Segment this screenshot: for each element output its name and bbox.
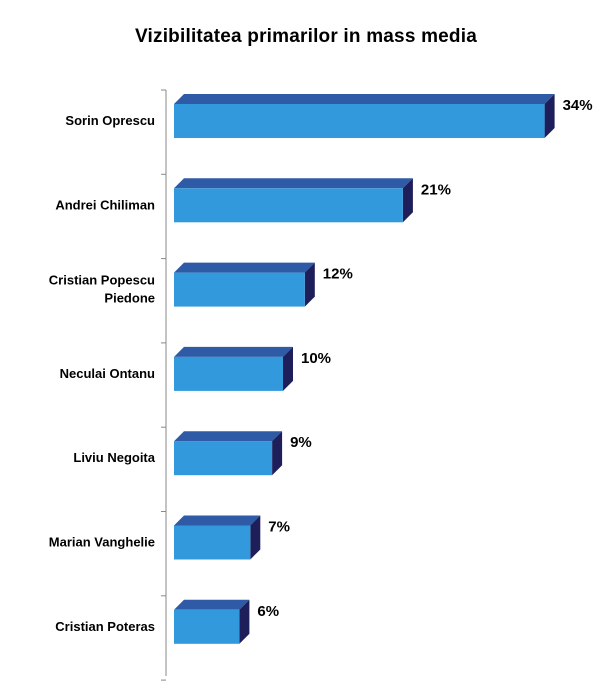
data-label: 9% xyxy=(290,434,312,451)
bar-top-face xyxy=(174,599,250,610)
bar-front-face xyxy=(174,441,273,476)
bar-top-face xyxy=(174,178,413,189)
bar-top-face xyxy=(174,346,293,357)
bar-7 xyxy=(174,599,250,644)
bar-side-face xyxy=(283,346,293,391)
bar-front-face xyxy=(174,188,403,223)
bar-side-face xyxy=(304,262,315,307)
bar-4 xyxy=(174,346,293,391)
bar-side-face xyxy=(272,431,283,476)
data-label: 10% xyxy=(301,350,331,367)
bar-top-face xyxy=(174,94,555,104)
data-label: 34% xyxy=(563,97,593,114)
category-label: Neculai Ontanu xyxy=(60,366,155,381)
bar-front-face xyxy=(174,104,545,138)
category-label: Sorin Oprescu xyxy=(65,113,155,128)
bar-top-face xyxy=(174,262,315,273)
category-label: Cristian Poteras xyxy=(55,619,155,634)
data-label: 7% xyxy=(268,519,290,536)
data-label: 21% xyxy=(421,181,451,198)
data-label: 6% xyxy=(257,603,279,620)
bar-top-face xyxy=(174,431,283,442)
bar-side-face xyxy=(239,599,250,644)
bar-front-face xyxy=(174,272,305,307)
bar-front-face xyxy=(174,525,251,560)
bar-front-face xyxy=(174,609,240,644)
bar-top-face xyxy=(174,515,261,526)
category-label: Cristian Popescu Piedone xyxy=(49,273,155,306)
category-label: Marian Vanghelie xyxy=(49,535,155,550)
bar-side-face xyxy=(544,94,555,138)
bar-5 xyxy=(174,431,283,476)
category-label: Andrei Chiliman xyxy=(55,197,155,212)
bar-front-face xyxy=(174,356,283,391)
bar-3 xyxy=(174,262,315,307)
bar-side-face xyxy=(250,515,261,560)
data-label: 12% xyxy=(323,266,353,283)
bar-2 xyxy=(174,178,413,223)
chart-title: Vizibilitatea primarilor in mass media xyxy=(135,26,477,47)
bar-side-face xyxy=(402,178,413,223)
bar-6 xyxy=(174,515,261,560)
bar-1 xyxy=(174,94,555,138)
category-label: Liviu Negoita xyxy=(73,450,155,465)
